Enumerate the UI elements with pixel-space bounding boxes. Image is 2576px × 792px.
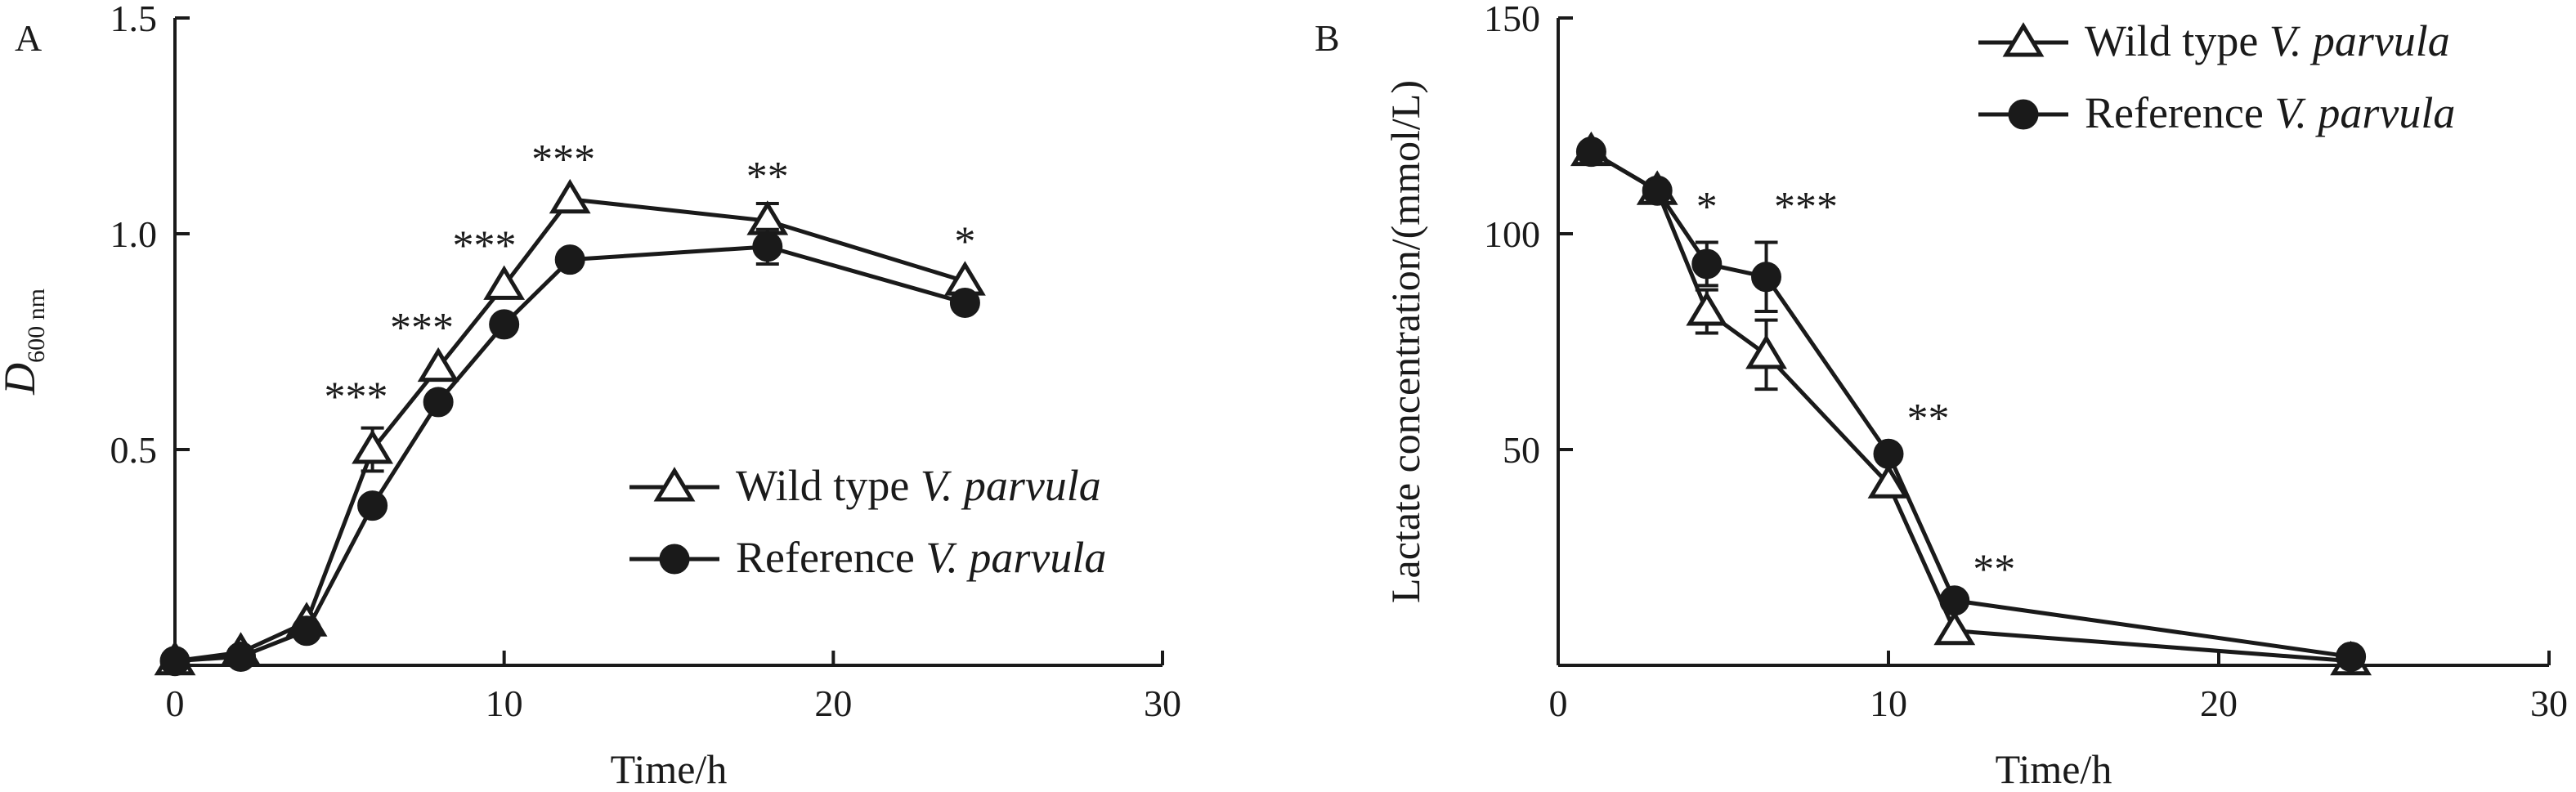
legend-marker <box>2008 99 2039 130</box>
data-point <box>483 265 526 300</box>
legend-marker <box>653 467 696 502</box>
x-axis-title: Time/h <box>1996 746 2112 792</box>
y-axis-title: Lactate concentration/(mmol/L) <box>1382 80 1428 603</box>
data-point <box>1686 291 1728 326</box>
legend-label: Reference V. parvula <box>736 533 1106 582</box>
x-tick-label: 0 <box>166 682 185 724</box>
x-tick-label: 30 <box>2530 682 2568 724</box>
series-reference: Reference V. parvula <box>159 227 1106 677</box>
x-axis-title: Time/h <box>611 746 728 792</box>
y-tick-label: 50 <box>1503 429 1540 471</box>
data-point <box>1642 175 1673 206</box>
x-tick-label: 0 <box>1549 682 1568 724</box>
legend-label-italic: V. parvula <box>2274 88 2455 137</box>
data-point <box>1745 333 1787 369</box>
y-axis-title-main: D <box>0 363 44 396</box>
data-point <box>489 309 520 340</box>
legend-label-italic: V. parvula <box>921 461 1101 510</box>
legend-label-plain: Reference <box>2085 88 2274 137</box>
series-wild-type: Wild type V. parvula <box>154 178 1101 676</box>
significance-label: *** <box>453 223 517 270</box>
y-tick-label: 1.5 <box>110 0 158 39</box>
y-tick-label: 0.5 <box>110 429 158 471</box>
data-point <box>1867 463 1910 499</box>
data-point <box>1933 610 1976 646</box>
panel-a: A 0 10 20 30 0.5 1.0 1.5 Time/h D600 nm Wild type … <box>0 0 1181 792</box>
legend-marker <box>659 544 690 575</box>
significance-label: * <box>1696 184 1718 230</box>
y-axis-title: D600 nm <box>0 289 50 396</box>
x-tick-label: 20 <box>814 682 852 724</box>
x-tick-label: 10 <box>486 682 523 724</box>
y-tick-label: 100 <box>1484 213 1540 255</box>
data-point <box>1939 585 1970 616</box>
significance-label: *** <box>390 305 454 351</box>
data-point <box>226 641 257 672</box>
significance-label: ** <box>1973 547 2015 593</box>
data-point <box>357 490 388 521</box>
x-tick-label: 30 <box>1144 682 1181 724</box>
y-tick-label: 1.0 <box>110 213 158 255</box>
significance-label: *** <box>531 136 595 183</box>
significance-label: *** <box>324 374 388 420</box>
data-point <box>352 429 394 464</box>
data-point <box>159 646 190 677</box>
legend-marker <box>2002 22 2045 57</box>
series-line <box>174 244 966 664</box>
legend-label-italic: V. parvula <box>925 533 1106 582</box>
data-point <box>752 231 783 262</box>
legend-label: Reference V. parvula <box>2085 88 2455 137</box>
significance-label: ** <box>746 154 789 200</box>
data-point <box>1575 136 1606 168</box>
data-point <box>949 287 980 318</box>
legend-label-italic: V. parvula <box>2269 16 2450 65</box>
data-point <box>417 347 459 383</box>
data-point <box>554 244 585 275</box>
y-tick-label: 150 <box>1484 0 1540 39</box>
data-point <box>1751 262 1782 293</box>
data-point <box>423 387 454 418</box>
significance-label: ** <box>1906 396 1949 442</box>
panel-b: B 0 10 20 30 50 100 150 Time/h Lactate concentrat… <box>1315 0 2568 792</box>
y-axis-title-sub: 600 nm <box>23 289 50 363</box>
series-reference: Reference V. parvula <box>1575 88 2455 672</box>
legend-label: Wild type V. parvula <box>736 461 1101 510</box>
data-point <box>1873 438 1904 469</box>
data-point <box>291 615 322 647</box>
legend-label-plain: Reference <box>736 533 925 582</box>
legend-label-plain: Wild type <box>736 461 921 510</box>
data-point <box>2336 641 2367 672</box>
x-tick-label: 10 <box>1870 682 1907 724</box>
panel-label: B <box>1315 17 1340 59</box>
x-tick-label: 20 <box>2200 682 2238 724</box>
data-point <box>1691 248 1723 280</box>
legend-label: Wild type V. parvula <box>2085 16 2450 65</box>
significance-label: * <box>954 218 975 265</box>
panel-label: A <box>15 17 42 59</box>
data-point <box>549 178 591 214</box>
significance-label: *** <box>1774 184 1838 230</box>
legend-label-plain: Wild type <box>2085 16 2269 65</box>
